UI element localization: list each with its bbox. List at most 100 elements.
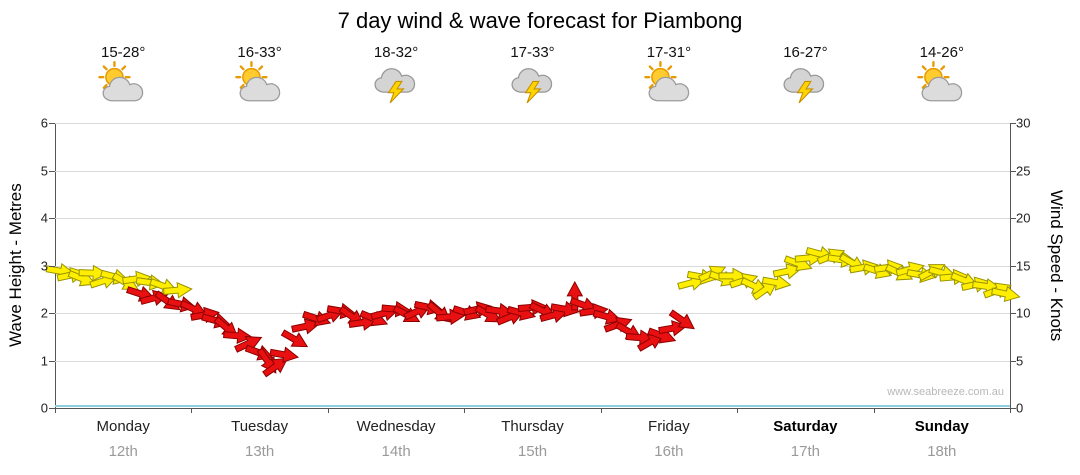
left-tick-label: 6 [40,115,48,131]
left-tick-mark [49,170,55,172]
gridline [55,265,1010,267]
left-tick-label: 3 [40,258,48,273]
day-boundary-tick [55,408,56,413]
sun-cloud-svg [234,60,280,102]
wind-arrow [761,274,792,291]
sun-cloud-icon [97,60,149,105]
left-tick-mark [49,123,55,124]
date-label: 14th [381,443,411,460]
left-tick-mark [49,265,55,267]
day-label: Sunday [914,418,969,435]
wind-arrow [566,280,584,311]
left-tick-label: 4 [40,210,48,226]
day-boundary-tick [873,408,875,413]
wind-arrow [636,333,665,352]
temp-range: 17-31° [646,44,692,61]
right-tick-label: 20 [1016,210,1031,226]
left-tick-mark [49,313,55,314]
left-axis-label: Wave Height - Metres [6,183,25,348]
left-tick-mark [49,360,55,362]
sun-cloud-icon [643,60,695,105]
day-label: Wednesday [356,418,436,435]
right-tick-mark [1010,123,1016,124]
bottom-axis-line [55,408,1011,409]
day-boundary-tick [327,408,329,413]
wind-arrows-layer [45,245,1021,378]
day-boundary-tick [1010,408,1011,413]
wind-arrow [751,280,779,301]
plot-area: www.seabreeze.com.au [45,123,1021,408]
right-tick-mark [1010,408,1016,409]
day-boundary-tick [191,408,193,413]
day-boundary-tick [464,408,466,413]
storm-svg [783,68,825,104]
wind-arrow [280,329,309,348]
right-axis-label: Wind Speed - Knots [1047,189,1066,342]
gridline [55,170,1010,172]
temp-range: 14-26° [919,44,964,61]
right-tick-label: 25 [1016,163,1031,178]
day-label: Monday [96,418,150,435]
sun-cloud-svg [917,60,963,102]
gridline [55,123,1010,124]
wind-arrow [223,327,253,345]
sun-cloud-icon [916,60,968,105]
wind-arrow [291,318,321,335]
left-tick-mark [49,408,55,409]
day-label: Friday [648,418,690,435]
right-tick-mark [1010,265,1016,267]
wind-arrow [592,308,623,325]
right-tick-mark [1010,170,1016,172]
storm-icon [370,60,422,105]
wind-arrow [668,309,695,330]
temp-range: 16-33° [237,44,282,61]
day-boundary-tick [737,408,739,413]
wind-arrow [302,310,332,327]
right-tick-label: 0 [1016,400,1024,416]
date-label: 18th [927,443,957,460]
date-label: 17th [790,443,820,460]
gridline [55,360,1010,362]
wind-arrow [990,285,1021,303]
storm-svg [510,68,552,104]
wind-arrow [262,357,289,378]
left-tick-mark [49,218,55,219]
wave-height-line [55,405,1010,407]
right-tick-label: 15 [1016,258,1031,273]
wind-arrow [269,346,300,363]
temp-range: 18-32° [373,44,419,61]
right-tick-label: 30 [1016,115,1031,131]
gridline [55,218,1010,219]
right-tick-label: 5 [1016,353,1024,368]
left-tick-label: 2 [40,305,48,321]
date-label: 13th [244,443,275,460]
right-tick-mark [1010,313,1016,314]
date-label: 12th [108,443,138,460]
watermark: www.seabreeze.com.au [887,386,1004,398]
right-tick-label: 10 [1016,305,1031,321]
temp-range: 15-28° [101,44,146,61]
day-label: Thursday [501,418,564,435]
page-title: 7 day wind & wave forecast for Piambong [337,8,743,33]
sun-cloud-icon [234,60,286,105]
day-label: Saturday [773,418,838,435]
storm-icon [507,60,559,105]
right-tick-mark [1010,360,1016,362]
left-tick-label: 5 [40,163,48,178]
wind-arrow [78,264,109,282]
day-label: Tuesday [231,418,289,435]
storm-icon [779,60,831,105]
left-tick-label: 0 [40,400,48,416]
right-tick-mark [1010,218,1016,219]
temp-range: 17-33° [510,44,555,61]
date-label: 15th [517,443,548,460]
day-boundary-tick [600,408,602,413]
wind-arrow [163,281,193,299]
sun-cloud-svg [644,60,690,102]
left-tick-label: 1 [40,353,48,368]
storm-svg [374,68,416,104]
wind-arrow [550,300,581,318]
sun-cloud-svg [98,60,144,102]
wind-arrow [772,263,803,280]
